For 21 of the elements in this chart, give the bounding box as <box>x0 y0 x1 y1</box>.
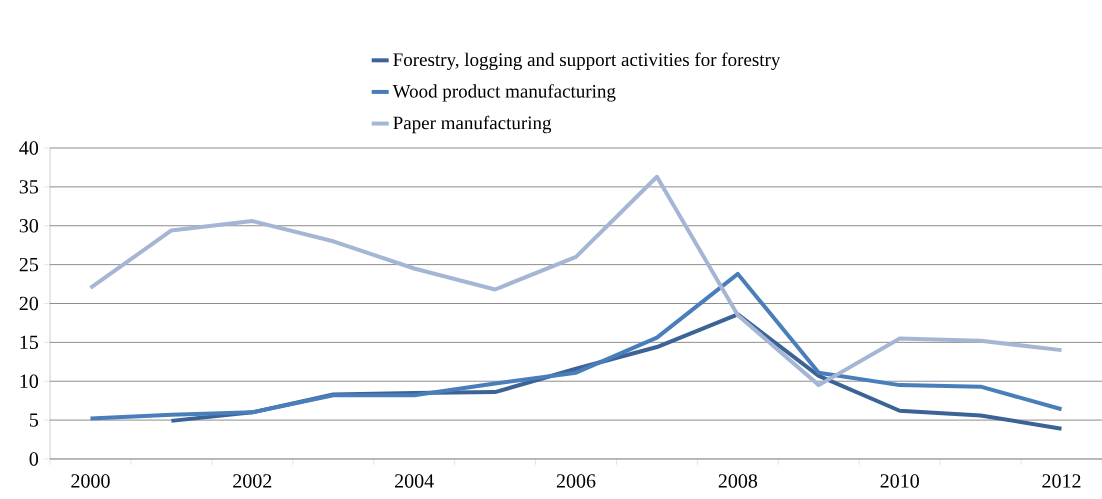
y-tick-label: 0 <box>29 452 39 466</box>
x-tick-label: 2010 <box>880 474 919 488</box>
y-tick-label: 35 <box>19 180 39 194</box>
x-tick-label: 2000 <box>71 474 110 488</box>
y-tick-label: 25 <box>19 257 39 272</box>
line-series <box>88 174 1064 388</box>
y-tick-label: 40 <box>19 141 39 155</box>
x-tick-label: 2008 <box>718 474 758 488</box>
line-series <box>88 271 1064 421</box>
y-tick-label: 15 <box>20 335 39 350</box>
y-tick-label: 5 <box>29 413 39 427</box>
x-tick-label: 2006 <box>556 474 596 488</box>
x-tick-label: 2002 <box>233 474 272 488</box>
y-tick-label: 10 <box>20 374 39 388</box>
y-tick-label: 20 <box>19 296 39 311</box>
x-tick-label: 2012 <box>1042 474 1081 488</box>
legend-label: Wood product manufacturing <box>392 84 616 102</box>
y-tick-label: 30 <box>19 218 39 233</box>
x-tick-label: 2004 <box>395 474 434 488</box>
legend-label: Paper manufacturing <box>393 115 552 134</box>
legend-label: Forestry, logging and support activities for forestry <box>393 52 781 70</box>
